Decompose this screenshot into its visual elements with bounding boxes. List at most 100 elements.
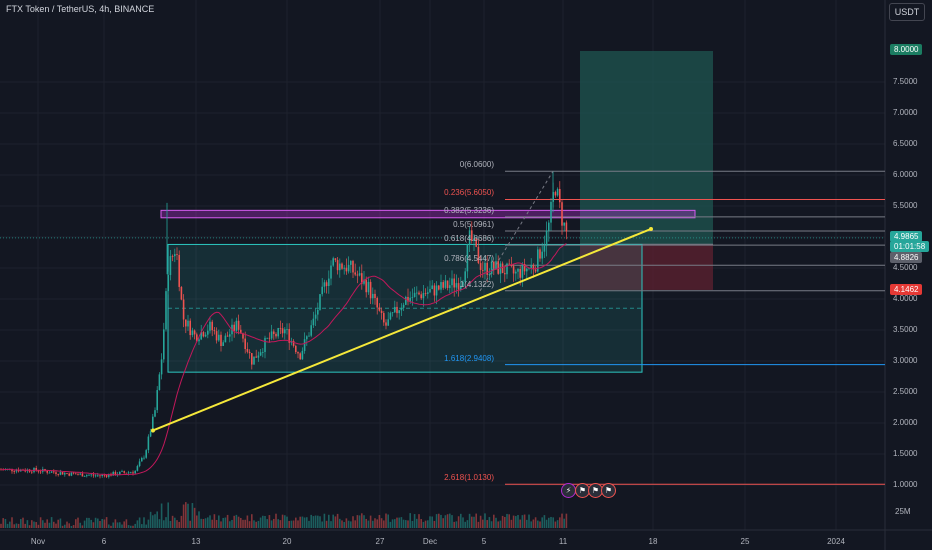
volume-bar: [35, 522, 37, 528]
candle-body: [248, 351, 251, 354]
candle-body: [235, 320, 238, 331]
candle-body: [317, 309, 319, 315]
volume-bar: [125, 519, 128, 528]
candle-body: [391, 312, 394, 314]
flag-event-icon[interactable]: ⚑: [601, 483, 616, 498]
volume-bar: [255, 521, 257, 528]
volume-bar: [475, 513, 477, 528]
candle-body: [548, 222, 550, 231]
volume-bar: [446, 514, 449, 528]
candle-body: [361, 273, 363, 284]
candle-body: [253, 356, 255, 365]
volume-bar: [358, 515, 361, 528]
volume-bar: [39, 517, 42, 528]
candle-body: [123, 471, 125, 473]
candle-body: [79, 473, 81, 475]
volume-bar: [77, 517, 79, 528]
volume-bar: [59, 518, 62, 528]
volume-bar: [121, 524, 123, 528]
volume-bar: [171, 515, 174, 528]
volume-bar: [215, 519, 218, 528]
candle-body: [64, 473, 66, 475]
volume-bar: [253, 520, 255, 528]
time-tick-label: Nov: [30, 537, 46, 546]
candle-body: [180, 286, 183, 300]
candle-body: [97, 475, 99, 477]
flag-event-icon[interactable]: ⚑: [588, 483, 603, 498]
candle-body: [292, 340, 295, 346]
volume-bar: [178, 521, 180, 528]
candle-body: [99, 475, 101, 477]
candle-body: [378, 307, 381, 311]
candle-body: [493, 261, 495, 270]
volume-bar: [143, 517, 145, 528]
candle-body: [303, 339, 306, 351]
candle-body: [471, 230, 473, 241]
volume-bar: [290, 520, 293, 528]
candle-body: [105, 475, 108, 477]
volume-bar: [394, 519, 396, 528]
volume-bar: [292, 520, 295, 528]
candle-body: [255, 356, 257, 358]
candle-body: [504, 273, 506, 275]
candle-body: [330, 265, 332, 279]
fib-level-label: 0.236(5.6050): [444, 188, 494, 198]
volume-bar: [240, 517, 242, 528]
volume-bar: [556, 520, 559, 528]
volume-bar: [86, 517, 88, 528]
candle-body: [512, 266, 515, 274]
volume-bar: [378, 514, 381, 528]
volume-bar: [308, 520, 310, 528]
volume-bar: [213, 514, 216, 528]
volume-bar: [33, 521, 35, 528]
candle-body: [68, 473, 70, 476]
last-price-badge: 4.9865: [890, 231, 923, 242]
currency-selector[interactable]: USDT: [889, 3, 925, 21]
volume-bar: [499, 520, 502, 528]
volume-bar: [222, 517, 224, 528]
volume-bar: [341, 520, 343, 528]
candle-body: [532, 265, 535, 270]
candle-body: [534, 269, 537, 272]
candle-body: [460, 285, 462, 290]
candle-body: [347, 264, 350, 272]
volume-bar: [226, 514, 229, 528]
volume-bar: [28, 525, 31, 528]
candle-body: [149, 431, 152, 437]
volume-bar: [182, 504, 185, 528]
volume-bar: [528, 514, 530, 528]
volume-bar: [37, 524, 40, 528]
candle-body: [31, 471, 33, 473]
candle-body: [510, 264, 513, 267]
candle-body: [191, 330, 194, 336]
candle-body: [301, 350, 304, 360]
candle-body: [475, 238, 477, 247]
volume-bar: [88, 517, 90, 528]
volume-bar: [345, 518, 348, 528]
candle-body: [343, 267, 345, 269]
volume-bar: [68, 523, 70, 528]
candle-body: [457, 283, 460, 290]
fib-level-label: 0.786(4.5447): [444, 254, 494, 264]
chart-title: FTX Token / TetherUS, 4h, BINANCE: [6, 4, 155, 14]
volume-bar: [152, 515, 154, 528]
volume-bar: [119, 522, 121, 528]
time-tick-label: 27: [375, 537, 385, 546]
volume-bar: [565, 513, 568, 528]
lightning-event-icon[interactable]: ⚡: [561, 483, 576, 498]
volume-bar: [559, 517, 561, 528]
candle-body: [242, 333, 244, 339]
candle-body: [237, 320, 240, 330]
candle-body: [160, 359, 163, 375]
volume-bar: [83, 520, 86, 528]
time-tick-label: 13: [191, 537, 201, 546]
fib-level-label: 0.5(5.0961): [453, 220, 494, 230]
volume-bar: [380, 518, 383, 528]
candle-body: [218, 334, 220, 341]
volume-bar: [539, 521, 541, 528]
candle-body: [339, 263, 341, 271]
candle-body: [207, 330, 209, 335]
fib-level-label: 0.618(4.8686): [444, 234, 494, 244]
price-tick-label: 4.0000: [893, 294, 918, 303]
